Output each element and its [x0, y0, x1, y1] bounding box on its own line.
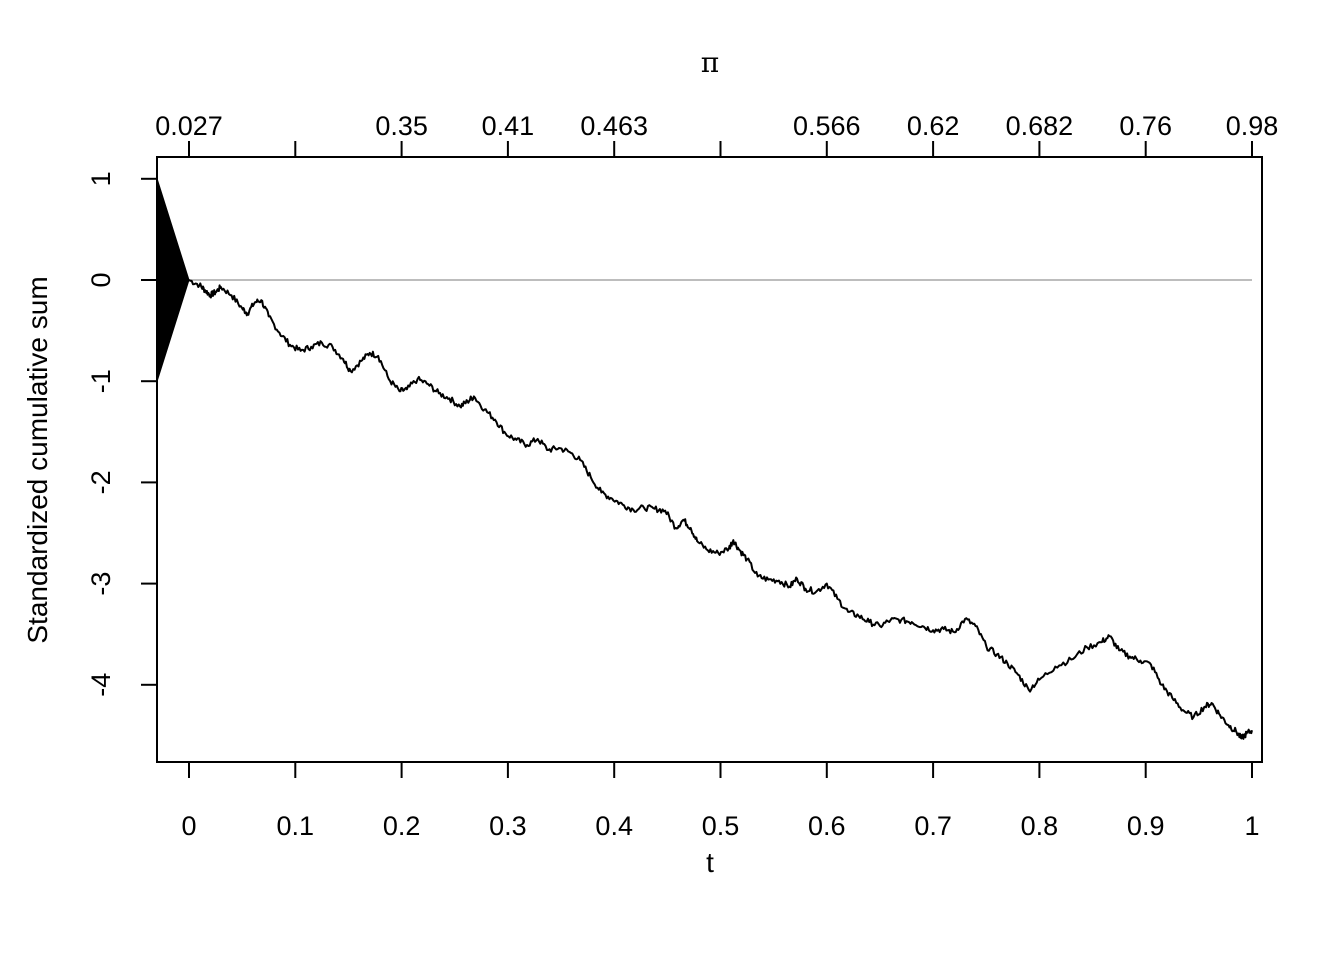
x-tick-label: 0.3	[489, 811, 527, 841]
x-tick-label: 0.5	[702, 811, 740, 841]
x-tick-label: 0.9	[1127, 811, 1165, 841]
top-tick-label: 0.62	[907, 111, 960, 141]
top-tick-label: 0.35	[375, 111, 428, 141]
top-tick-label: 0.682	[1006, 111, 1074, 141]
x-tick-label: 0.8	[1021, 811, 1059, 841]
top-tick-label: 0.566	[793, 111, 861, 141]
top-tick-label: 0.98	[1226, 111, 1279, 141]
x-tick-label: 0.2	[383, 811, 421, 841]
left-axis: 1 0 -1 -2 -3 -4	[86, 171, 157, 697]
top-axis: 0.027 0.35 0.41 0.463 0.566 0.62 0.682 0.76 0.98	[155, 111, 1278, 157]
x-axis-title: t	[706, 847, 714, 878]
cusum-series-line-0	[188, 279, 1253, 740]
y-tick-label: -2	[86, 470, 116, 494]
x-tick-label: 0.6	[808, 811, 846, 841]
top-axis-title: π	[701, 46, 719, 79]
plot-frame	[156, 156, 1263, 763]
y-tick-label: -4	[86, 673, 116, 697]
x-tick-label: 1	[1244, 811, 1259, 841]
y-tick-label: 1	[86, 171, 116, 186]
top-tick-label: 0.027	[155, 111, 223, 141]
y-tick-label: -3	[86, 572, 116, 596]
x-tick-label: 0	[181, 811, 196, 841]
y-tick-label: 0	[86, 272, 116, 287]
top-tick-label: 0.76	[1119, 111, 1172, 141]
x-tick-label: 0.7	[914, 811, 952, 841]
x-tick-label: 0.1	[277, 811, 315, 841]
top-tick-label: 0.41	[482, 111, 535, 141]
y-tick-label: -1	[86, 369, 116, 393]
bottom-axis: 0 0.1 0.2 0.3 0.4 0.5 0.6 0.7 0.8 0.9 1	[181, 762, 1260, 841]
x-tick-label: 0.4	[595, 811, 633, 841]
chart-marks	[156, 178, 1253, 740]
top-tick-label: 0.463	[580, 111, 648, 141]
y-axis-title: Standardized cumulative sum	[22, 276, 53, 643]
